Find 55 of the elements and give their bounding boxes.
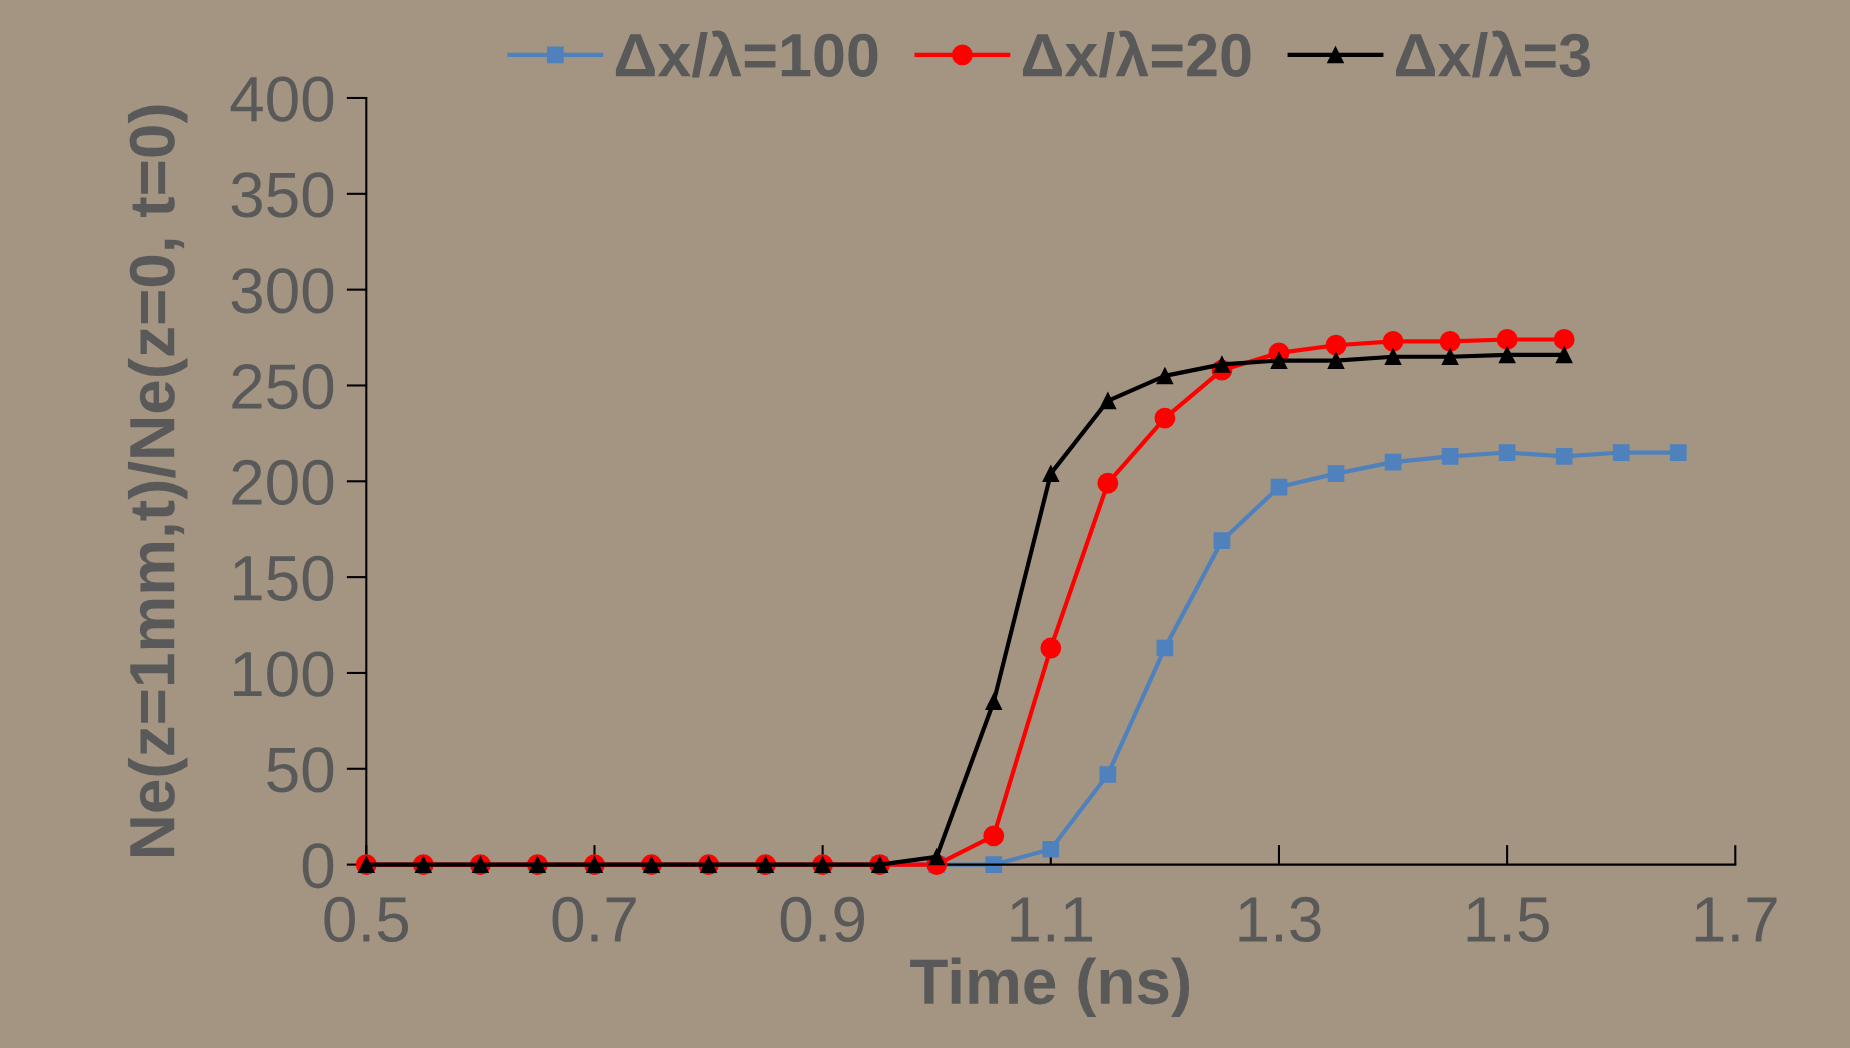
x-tick-label: 0.7 xyxy=(552,896,636,943)
y-axis-title: Ne(z=1mm,t)/Ne(z=0, t=0) xyxy=(127,105,188,857)
point xyxy=(1612,444,1630,461)
y-tick-label: 250 xyxy=(232,364,334,410)
point xyxy=(1498,346,1516,364)
point xyxy=(1213,532,1231,550)
x-tick-label: 0.5 xyxy=(324,896,409,943)
point xyxy=(1270,352,1288,369)
point xyxy=(1496,329,1518,350)
point xyxy=(1040,637,1062,659)
y-tick-label: 300 xyxy=(231,268,334,314)
point xyxy=(1553,329,1575,350)
point xyxy=(1498,444,1516,461)
point xyxy=(1099,766,1117,783)
point xyxy=(985,693,1003,711)
y-tick-label: 50 xyxy=(267,747,334,793)
y-tick-label: 350 xyxy=(231,172,334,218)
point xyxy=(985,856,1003,873)
point xyxy=(1099,392,1117,410)
x-axis-title: Time (ns) xyxy=(910,957,1190,1018)
y-tick-label: 0 xyxy=(302,843,334,889)
point xyxy=(1384,348,1402,366)
point xyxy=(1213,356,1231,373)
legend-label: Δx/λ=3 xyxy=(1396,30,1590,78)
point xyxy=(983,825,1005,847)
y-tick-label: 100 xyxy=(234,651,334,697)
point xyxy=(1382,330,1404,352)
point xyxy=(928,848,946,866)
x-tick-label: 1.5 xyxy=(1467,897,1549,943)
point xyxy=(1097,472,1119,494)
y-tick-label: 150 xyxy=(234,555,334,601)
point xyxy=(1327,465,1345,482)
point xyxy=(1042,840,1060,858)
point xyxy=(1441,348,1459,366)
x-tick-label: 1.7 xyxy=(1695,897,1777,942)
y-tick-label: 200 xyxy=(232,459,334,506)
point xyxy=(1555,346,1573,364)
point xyxy=(1042,465,1060,482)
point xyxy=(1327,352,1345,369)
point xyxy=(1555,448,1573,465)
y-tick-label: 400 xyxy=(230,76,334,122)
point xyxy=(1270,478,1288,496)
point xyxy=(1154,407,1176,429)
point xyxy=(1669,444,1687,461)
legend-label: Δx/λ=100 xyxy=(615,30,878,78)
x-tick-label: 1.1 xyxy=(1011,897,1093,942)
point xyxy=(1441,448,1459,465)
point xyxy=(1384,453,1402,471)
x-tick-label: 0.9 xyxy=(780,896,865,943)
point xyxy=(1156,639,1174,657)
point xyxy=(1325,334,1347,356)
point xyxy=(1439,330,1461,352)
point xyxy=(1156,367,1174,385)
legend-label: Δx/λ=20 xyxy=(1022,30,1251,78)
x-tick-label: 1.3 xyxy=(1239,896,1321,943)
